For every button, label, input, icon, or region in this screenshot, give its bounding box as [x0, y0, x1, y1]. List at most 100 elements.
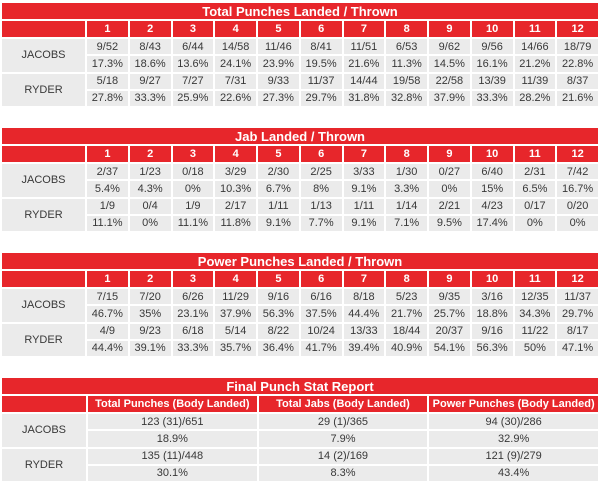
round-number-cell: 5 [256, 269, 301, 289]
stat-category-cell: Total Jabs (Body Landed) [256, 394, 430, 414]
accuracy-percent-cell: 44.4% [85, 338, 130, 359]
stat-category-cell: Total Punches (Body Landed) [86, 394, 259, 414]
accuracy-percent-cell: 24.1% [213, 54, 258, 74]
landed-thrown-cell: 29 (1)/365 [256, 411, 430, 432]
landed-thrown-cell: 2/25 [298, 161, 344, 182]
accuracy-percent-cell: 22.8% [555, 54, 600, 74]
landed-thrown-cell: 7/42 [555, 161, 600, 182]
round-number-cell: 1 [85, 269, 130, 289]
accuracy-percent-cell: 35.7% [213, 338, 258, 359]
accuracy-percent-cell: 34.3% [512, 304, 558, 324]
round-number-cell: 12 [555, 269, 600, 289]
accuracy-percent-cell: 39.4% [341, 338, 387, 359]
landed-thrown-cell: 1/13 [298, 196, 344, 216]
accuracy-percent-cell: 19.5% [298, 54, 344, 74]
landed-thrown-cell: 9/52 [85, 36, 130, 57]
table-title-row: Total Punches Landed / Thrown [0, 1, 600, 21]
accuracy-percent-cell: 11.3% [384, 54, 429, 74]
landed-thrown-cell: 3/29 [213, 161, 258, 182]
round-number-cell: 4 [213, 19, 258, 39]
jacobs-values-row: JACOBS 123 (31)/651 29 (1)/365 94 (30)/286 [0, 411, 600, 449]
accuracy-percent-cell: 0% [170, 179, 216, 199]
landed-thrown-cell: 2/17 [213, 196, 258, 216]
landed-thrown-cell: 6/16 [298, 286, 344, 307]
round-number-cell: 2 [127, 144, 173, 164]
accuracy-percent-cell: 27.8% [85, 88, 130, 109]
landed-thrown-cell: 18/79 [555, 36, 600, 57]
fighter-name-cell: JACOBS [0, 412, 88, 449]
round-number-cell: 9 [427, 269, 472, 289]
landed-thrown-cell: 14/44 [341, 71, 387, 91]
landed-thrown-cell: 11/51 [341, 36, 387, 57]
accuracy-percent-cell: 36.4% [256, 338, 301, 359]
landed-thrown-cell: 9/62 [427, 36, 472, 57]
accuracy-percent-cell: 50% [512, 338, 558, 359]
accuracy-percent-cell: 33.3% [170, 338, 216, 359]
accuracy-percent-cell: 13.6% [170, 54, 216, 74]
round-number-cell: 2 [127, 269, 173, 289]
accuracy-percent-cell: 29.7% [555, 304, 600, 324]
landed-thrown-cell: 2/30 [256, 161, 301, 182]
round-number-cell: 10 [469, 144, 515, 164]
table-title: Final Punch Stat Report [0, 376, 600, 396]
landed-thrown-cell: 9/35 [427, 286, 472, 307]
corner-cell [0, 269, 87, 289]
round-number-cell: 11 [512, 19, 558, 39]
round-number-cell: 8 [384, 144, 429, 164]
accuracy-percent-cell: 33.3% [127, 88, 173, 109]
landed-thrown-cell: 2/31 [512, 161, 558, 182]
jabs-table: Jab Landed / Thrown 1 2 3 4 5 6 7 8 9 10 11 12 JACO… [0, 126, 600, 234]
landed-thrown-cell: 5/23 [384, 286, 429, 307]
accuracy-percent-cell: 35% [127, 304, 173, 324]
round-number-cell: 12 [555, 144, 600, 164]
landed-thrown-cell: 94 (30)/286 [427, 411, 600, 432]
corner-cell [0, 394, 88, 414]
round-number-cell: 9 [427, 144, 472, 164]
accuracy-percent-cell: 16.7% [555, 179, 600, 199]
landed-thrown-cell: 4/23 [469, 196, 515, 216]
round-number-cell: 6 [298, 19, 344, 39]
landed-thrown-cell: 6/40 [469, 161, 515, 182]
round-header-row: 1 2 3 4 5 6 7 8 9 10 11 12 [0, 19, 600, 39]
accuracy-percent-cell: 44.4% [341, 304, 387, 324]
landed-thrown-cell: 0/27 [427, 161, 472, 182]
accuracy-percent-cell: 46.7% [85, 304, 130, 324]
landed-thrown-cell: 2/21 [427, 196, 472, 216]
landed-thrown-cell: 9/27 [127, 71, 173, 91]
corner-cell [0, 144, 87, 164]
table-title-row: Power Punches Landed / Thrown [0, 251, 600, 271]
landed-thrown-cell: 8/17 [555, 321, 600, 341]
accuracy-percent-cell: 4.3% [127, 179, 173, 199]
landed-thrown-cell: 11/29 [213, 286, 258, 307]
landed-thrown-cell: 18/44 [384, 321, 429, 341]
accuracy-percent-cell: 21.6% [555, 88, 600, 109]
jacobs-values-row: JACOBS 2/37 1/23 0/18 3/29 2/30 2/25 3/33 1/30 0… [0, 161, 600, 199]
landed-thrown-cell: 6/44 [170, 36, 216, 57]
ryder-percents-row: 30.1% 8.3% 43.4% [1, 463, 600, 484]
round-number-cell: 5 [256, 19, 301, 39]
landed-thrown-cell: 0/17 [512, 196, 558, 216]
ryder-percents-row: 44.4% 39.1% 33.3% 35.7% 36.4% 41.7% 39.4% 40.9%… [1, 338, 600, 359]
round-number-cell: 4 [213, 269, 258, 289]
round-number-cell: 1 [85, 144, 130, 164]
round-number-cell: 10 [469, 269, 515, 289]
table-title: Total Punches Landed / Thrown [0, 1, 600, 21]
accuracy-percent-cell: 31.8% [341, 88, 387, 109]
landed-thrown-cell: 123 (31)/651 [86, 411, 259, 432]
landed-thrown-cell: 0/20 [555, 196, 600, 216]
accuracy-percent-cell: 22.6% [213, 88, 258, 109]
accuracy-percent-cell: 33.3% [469, 88, 515, 109]
accuracy-percent-cell: 16.1% [469, 54, 515, 74]
landed-thrown-cell: 11/37 [555, 286, 600, 307]
landed-thrown-cell: 9/23 [127, 321, 173, 341]
jacobs-values-row: JACOBS 9/52 8/43 6/44 14/58 11/46 8/41 11/51 6/… [0, 36, 600, 74]
accuracy-percent-cell: 47.1% [555, 338, 600, 359]
fighter-name-cell: JACOBS [0, 287, 87, 324]
accuracy-percent-cell: 32.9% [427, 429, 600, 449]
accuracy-percent-cell: 37.9% [427, 88, 472, 109]
landed-thrown-cell: 8/18 [341, 286, 387, 307]
table-title-row: Final Punch Stat Report [0, 376, 600, 396]
accuracy-percent-cell: 6.7% [256, 179, 301, 199]
accuracy-percent-cell: 30.1% [86, 463, 259, 484]
